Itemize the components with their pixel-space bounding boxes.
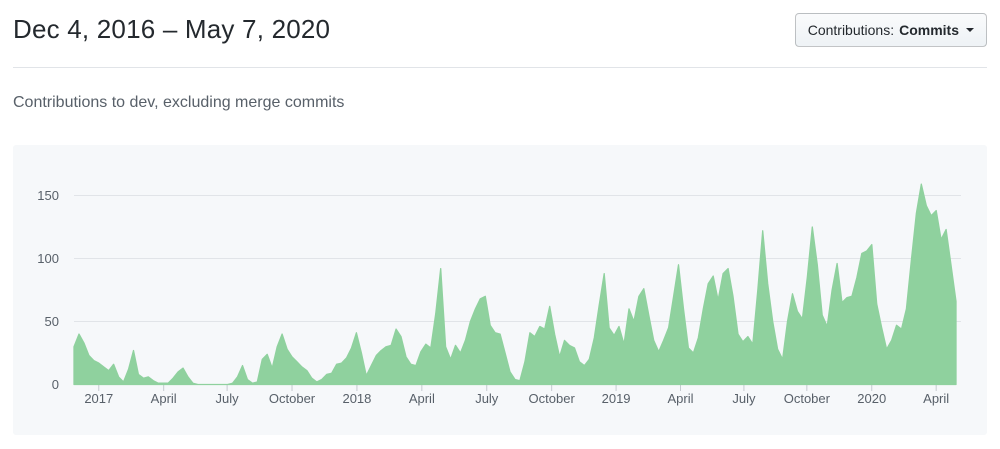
header: Dec 4, 2016 – May 7, 2020 Contributions:… bbox=[13, 0, 987, 68]
contributions-button-prefix: Contributions: bbox=[807, 22, 895, 38]
x-axis-label: April bbox=[667, 391, 693, 406]
x-axis-label: 2018 bbox=[342, 391, 371, 406]
y-axis-label: 150 bbox=[37, 188, 59, 203]
contributions-dropdown-button[interactable]: Contributions: Commits bbox=[794, 13, 987, 47]
x-axis-label: April bbox=[409, 391, 435, 406]
chart-panel: 0 50 100 150 2017 April July October 2018 April Ju… bbox=[13, 145, 987, 435]
contributions-chart: 0 50 100 150 2017 April July October 2018 April Ju… bbox=[37, 183, 961, 406]
contributions-button-selected: Commits bbox=[899, 22, 959, 38]
y-axis-label: 0 bbox=[52, 377, 59, 392]
x-axis-label: October bbox=[529, 391, 576, 406]
x-axis-label: July bbox=[475, 391, 499, 406]
x-axis-label: 2020 bbox=[857, 391, 886, 406]
chart-subtitle: Contributions to dev, excluding merge co… bbox=[13, 94, 345, 111]
commit-activity-area bbox=[73, 183, 957, 386]
x-axis-label: October bbox=[269, 391, 316, 406]
x-axis-label: 2019 bbox=[602, 391, 631, 406]
x-axis-label: July bbox=[732, 391, 756, 406]
x-axis-label: April bbox=[923, 391, 949, 406]
page-title: Dec 4, 2016 – May 7, 2020 bbox=[13, 14, 331, 44]
caret-down-icon bbox=[966, 28, 974, 36]
x-axis-label: October bbox=[784, 391, 831, 406]
y-axis-label: 100 bbox=[37, 251, 59, 266]
contributions-page: Dec 4, 2016 – May 7, 2020 Contributions:… bbox=[13, 0, 987, 435]
y-axis-label: 50 bbox=[45, 314, 59, 329]
x-axis-label: July bbox=[216, 391, 240, 406]
x-axis-label: April bbox=[151, 391, 177, 406]
x-axis-label: 2017 bbox=[84, 391, 113, 406]
